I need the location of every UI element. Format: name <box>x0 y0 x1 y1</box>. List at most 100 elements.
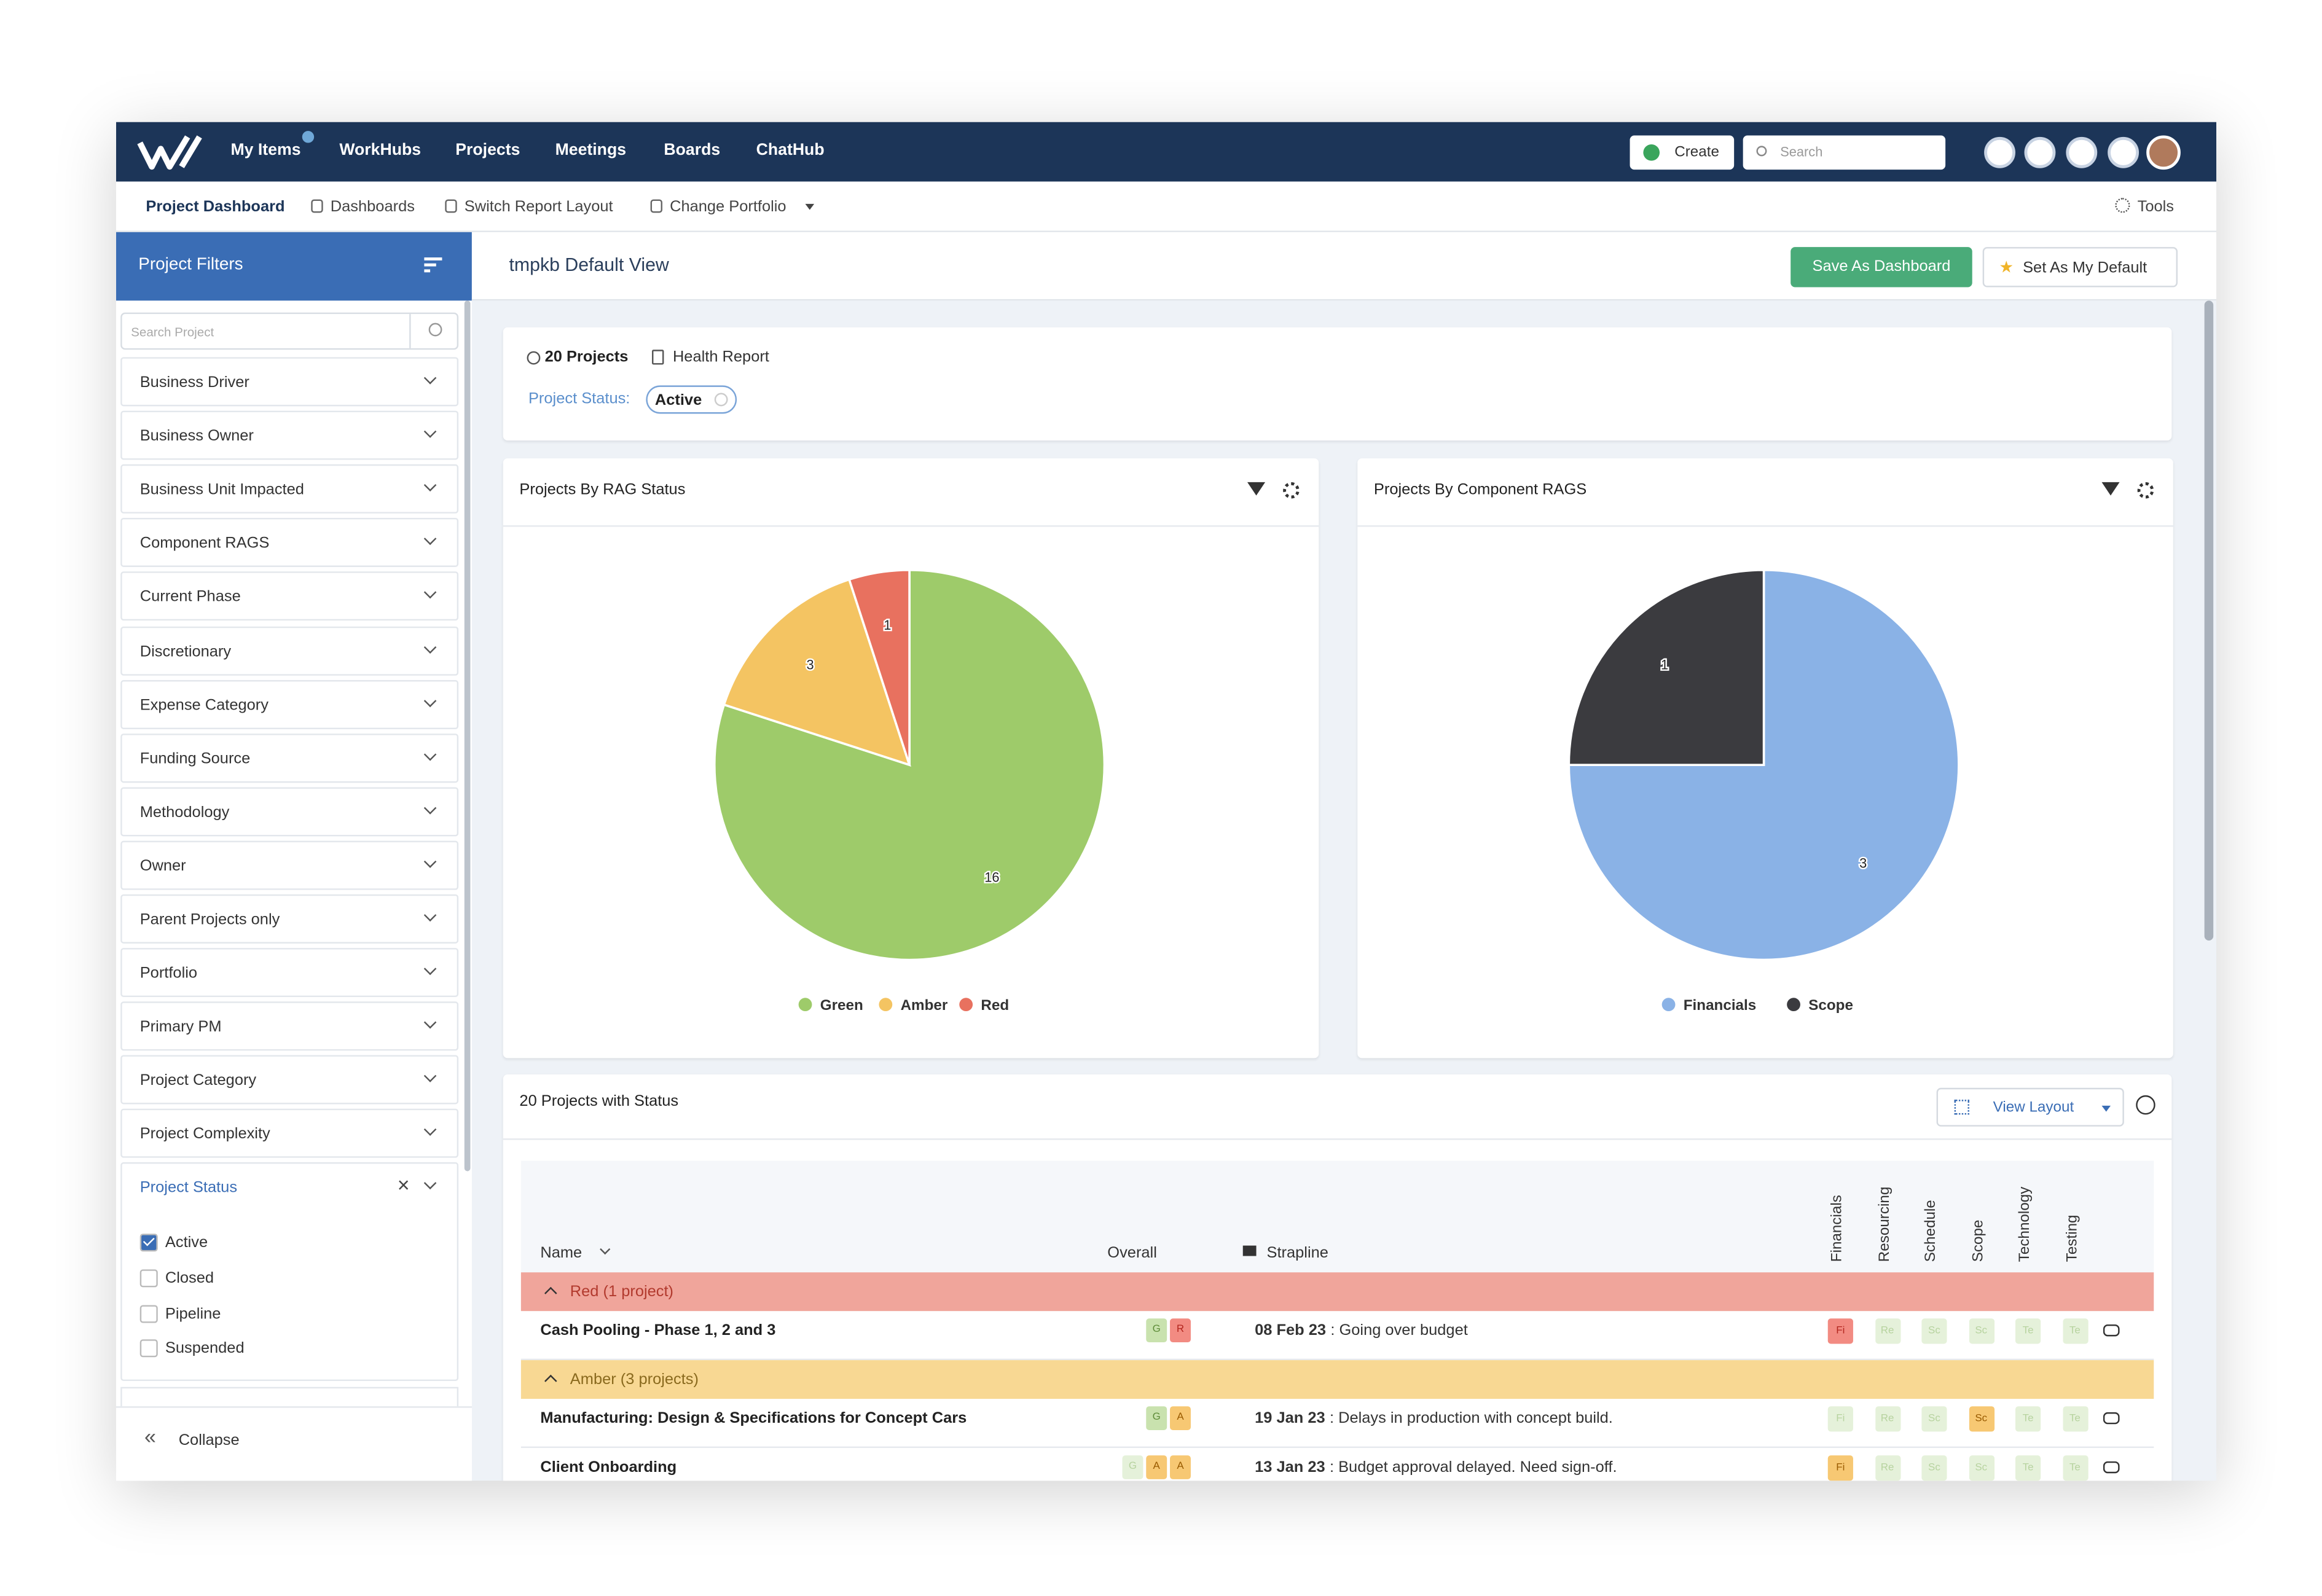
col-strapline[interactable]: Strapline <box>1266 1244 1328 1262</box>
filter-dropdown[interactable]: Business Driver <box>120 357 459 407</box>
sort-icon[interactable] <box>424 263 436 266</box>
sub-nav-item[interactable]: Change Portfolio <box>670 198 786 216</box>
search-box[interactable]: Search <box>1743 135 1946 170</box>
rag-badge: Te <box>2062 1318 2088 1344</box>
sort-icon[interactable] <box>424 257 442 260</box>
rag-badge: Re <box>1875 1318 1900 1344</box>
avatar[interactable] <box>2146 135 2181 170</box>
sidebar-header: Project Filters <box>116 232 472 301</box>
sub-nav-item[interactable]: Dashboards <box>330 198 415 216</box>
filter-dropdown[interactable]: Component RAGS <box>120 518 459 568</box>
table-header <box>520 1160 2154 1273</box>
rag-badge: Te <box>2015 1318 2041 1344</box>
slice-label: 3 <box>806 657 814 672</box>
collapse-bar[interactable]: « Collapse <box>116 1406 472 1481</box>
group-row[interactable]: Red (1 project) <box>520 1272 2154 1312</box>
overall-badge: A <box>1170 1455 1191 1479</box>
collapse-icon: « <box>144 1424 156 1449</box>
check-mark <box>143 1234 155 1246</box>
overall-badge: A <box>1170 1406 1191 1430</box>
nav-item[interactable]: My Items <box>230 141 301 160</box>
tools-link[interactable]: Tools <box>2137 198 2175 216</box>
pill-close <box>714 393 728 407</box>
filter-dropdown[interactable]: Project Category <box>120 1055 459 1105</box>
table-row[interactable]: Manufacturing: Design & Specifications f… <box>520 1399 2154 1449</box>
table-row[interactable]: Cash Pooling - Phase 1, 2 and 3 G R 08 Feb … <box>520 1311 2154 1361</box>
filter-dropdown[interactable]: Parent Projects only <box>120 894 459 944</box>
create-button[interactable]: Create <box>1630 135 1735 170</box>
filter-label: Business Unit Impacted <box>139 480 304 499</box>
checkbox[interactable] <box>139 1339 158 1358</box>
chevron <box>423 640 437 653</box>
search-project[interactable]: Search Project <box>120 312 459 350</box>
sub-nav-item[interactable]: Switch Report Layout <box>464 198 613 216</box>
nav-item[interactable]: Projects <box>455 141 520 160</box>
nav-icon[interactable] <box>2108 136 2140 168</box>
chevron <box>423 962 437 976</box>
plus-icon <box>1643 144 1660 161</box>
set-default-button[interactable]: ★ Set As My Default <box>1982 247 2178 288</box>
filter-dropdown[interactable]: Methodology <box>120 786 459 836</box>
nav-item[interactable]: WorkHubs <box>339 141 422 160</box>
group-row[interactable]: Amber (3 projects) <box>520 1360 2154 1399</box>
filter-dropdown[interactable]: Discretionary <box>120 625 459 675</box>
strapline-date: 13 Jan 23 <box>1255 1458 1325 1477</box>
nav-icon[interactable] <box>2024 136 2056 168</box>
nav-item[interactable]: Boards <box>664 141 721 160</box>
app-window: My Items WorkHubs Projects Meetings Boards Ch… <box>116 122 2217 1481</box>
filter-dropdown[interactable]: Current Phase <box>120 572 459 622</box>
chevron <box>423 533 437 546</box>
status-pill[interactable]: Active <box>646 385 737 414</box>
filter-icon[interactable] <box>1247 482 1266 496</box>
sort-icon[interactable] <box>424 269 431 272</box>
comment-icon[interactable] <box>2103 1461 2120 1474</box>
filter-dropdown[interactable]: Business Owner <box>120 410 459 460</box>
filter-label: Funding Source <box>139 749 251 768</box>
filter-label: Primary PM <box>139 1018 222 1036</box>
save-dashboard-button[interactable]: Save As Dashboard <box>1791 247 1972 288</box>
pie-slice <box>1567 568 1765 766</box>
legend-label: Amber <box>901 997 948 1014</box>
col-rag: Scope <box>1970 1219 1987 1262</box>
checkbox[interactable] <box>139 1269 158 1288</box>
nav-item[interactable]: Meetings <box>555 141 627 160</box>
settings-icon[interactable] <box>2137 482 2154 499</box>
strapline: 19 Jan 23: Delays in production with con… <box>1255 1409 1613 1427</box>
chevron <box>423 1176 437 1190</box>
logo[interactable] <box>137 134 203 173</box>
filter-dropdown[interactable]: Portfolio <box>120 948 459 998</box>
col-rag: Resourcing <box>1876 1186 1893 1262</box>
nav-icon[interactable] <box>1984 136 2015 168</box>
search-divider <box>409 314 411 348</box>
strapline-text: : Budget approval delayed. Need sign-off… <box>1329 1458 1617 1477</box>
filter-dropdown[interactable]: Business Unit Impacted <box>120 464 459 514</box>
filter-dropdown[interactable]: Owner <box>120 840 459 890</box>
rag-badge: Sc <box>1968 1455 1994 1481</box>
health-report[interactable]: Health Report <box>672 348 769 366</box>
rag-badge: Te <box>2015 1406 2041 1432</box>
info-icon[interactable] <box>2136 1095 2155 1115</box>
col-name[interactable]: Name <box>540 1244 582 1262</box>
status-value: Active <box>654 391 702 410</box>
filter-dropdown[interactable]: Funding Source <box>120 733 459 783</box>
filter-dropdown[interactable]: Primary PM <box>120 1001 459 1051</box>
filter-dropdown[interactable]: Project Complexity <box>120 1109 459 1159</box>
col-overall[interactable]: Overall <box>1107 1244 1157 1262</box>
comment-icon[interactable] <box>2103 1412 2120 1425</box>
settings-icon[interactable] <box>1283 482 1300 499</box>
filter-dropdown[interactable]: Expense Category <box>120 679 459 729</box>
chart-divider <box>503 525 1319 527</box>
rag-badge: Sc <box>1968 1406 1994 1432</box>
sub-nav-item[interactable]: Project Dashboard <box>146 198 285 216</box>
view-layout-button[interactable]: View Layout <box>1936 1087 2124 1127</box>
filter-icon[interactable] <box>2101 482 2120 496</box>
table-row[interactable]: Client Onboarding G A A 13 Jan 23: Budget ap… <box>521 1448 2154 1481</box>
checkbox[interactable] <box>139 1234 158 1252</box>
checkbox[interactable] <box>139 1305 158 1323</box>
nav-icon[interactable] <box>2066 136 2098 168</box>
chevron <box>423 855 437 868</box>
slice-label: 16 <box>984 870 999 885</box>
comment-icon[interactable] <box>2103 1324 2120 1337</box>
filter-label: Methodology <box>139 803 230 821</box>
nav-item[interactable]: ChatHub <box>756 141 825 160</box>
